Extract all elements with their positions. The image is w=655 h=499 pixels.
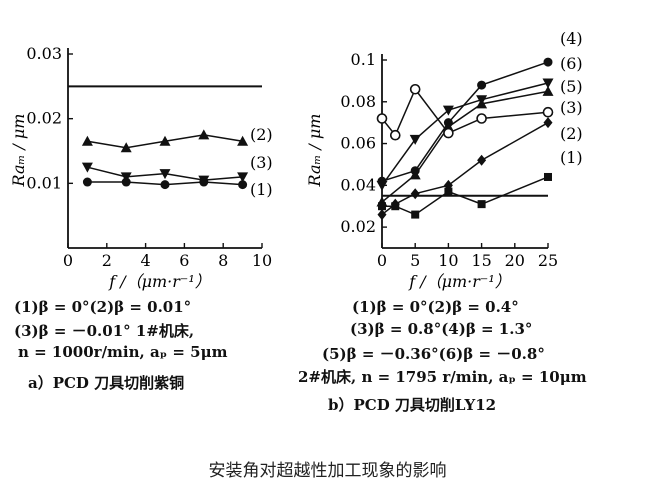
data-point-b-1 (376, 180, 388, 191)
data-point-a-2 (238, 180, 248, 190)
data-point-b-3 (409, 83, 421, 95)
series-label-b-2: (5) (560, 77, 583, 96)
y-tick-label-b: 0.06 (340, 134, 376, 153)
legend-text-b-line1: (1)β = 0°(2)β = 0.4° (352, 298, 519, 316)
y-tick-label-b: 0.08 (340, 92, 376, 111)
data-point-b-4 (377, 209, 387, 221)
data-point-b-3 (443, 127, 454, 139)
y-tick-label-b: 0.02 (340, 217, 376, 236)
legend-text-a-line2: (3)β = －0.01° 1#机床, (14, 322, 195, 340)
series-line-b-4 (381, 122, 549, 216)
data-point-b-5 (411, 210, 420, 219)
series-label-a-1: (3) (250, 153, 273, 172)
data-point-a-0 (159, 135, 171, 146)
series-line-b-0 (381, 61, 549, 182)
series-label-b-5: (1) (560, 148, 583, 167)
data-point-b-2 (409, 169, 421, 180)
y-tick-label-b: 0.04 (340, 175, 376, 194)
data-point-a-1 (120, 172, 132, 183)
figure-caption: 安装角对超越性加工现象的影响 (208, 461, 447, 481)
data-point-a-1 (237, 172, 249, 183)
data-point-b-5 (444, 187, 453, 196)
data-point-a-2 (199, 177, 209, 187)
data-point-a-2 (160, 180, 170, 190)
series-label-b-4: (2) (560, 124, 583, 143)
x-tick-label-b: 0 (377, 251, 387, 270)
x-axis-label-a: f /（μm·r⁻¹） (108, 272, 211, 291)
x-tick-label-b: 20 (505, 251, 525, 270)
series-label-b-0: (4) (560, 29, 583, 48)
data-point-b-1 (542, 78, 554, 89)
x-tick-label-a: 0 (63, 251, 73, 270)
data-point-b-5 (391, 202, 400, 211)
data-point-a-0 (120, 142, 132, 153)
y-axis-label-a: Raₘ / μm (9, 114, 28, 188)
y-axis-label-b: Raₘ / μm (305, 114, 324, 188)
data-point-b-1 (409, 134, 421, 145)
x-tick-label-a: 8 (218, 251, 228, 270)
data-point-a-2 (121, 177, 131, 187)
data-point-b-5 (544, 172, 552, 181)
panel-caption-b: b）PCD 刀具切削LY12 (328, 396, 497, 414)
data-point-b-2 (542, 85, 554, 96)
y-tick-label-a: 0.03 (26, 44, 62, 63)
y-tick-label-a: 0.01 (26, 173, 62, 192)
legend-text-b-line4: 2#机床, n = 1795 r/min, aₚ = 10μm (298, 368, 587, 386)
panel-caption-a: a）PCD 刀具切削紫铜 (28, 374, 185, 392)
data-point-b-5 (477, 200, 486, 209)
legend-text-a-line1: (1)β = 0°(2)β = 0.01° (14, 298, 192, 316)
data-point-a-1 (159, 169, 171, 180)
series-label-b-1: (6) (560, 54, 583, 73)
x-axis-label-b: f /（μm·r⁻¹） (408, 272, 511, 291)
data-point-b-4 (543, 117, 553, 129)
x-tick-label-b: 15 (471, 251, 491, 270)
x-tick-label-b: 5 (410, 251, 420, 270)
data-point-b-1 (442, 105, 454, 116)
series-label-b-3: (3) (560, 98, 583, 117)
y-tick-label-b: 0.1 (351, 50, 376, 69)
x-tick-label-a: 2 (102, 251, 112, 270)
data-point-b-4 (477, 154, 487, 166)
data-point-a-0 (198, 129, 210, 140)
data-point-a-2 (82, 177, 92, 187)
data-point-a-0 (237, 135, 249, 146)
data-point-a-1 (81, 162, 93, 173)
data-point-a-0 (81, 135, 93, 146)
data-point-b-2 (476, 98, 488, 109)
x-tick-label-a: 4 (141, 251, 151, 270)
x-tick-label-b: 25 (538, 251, 558, 270)
series-label-a-2: (1) (250, 180, 273, 199)
y-tick-label-a: 0.02 (26, 109, 62, 128)
x-tick-label-a: 10 (252, 251, 272, 270)
data-point-b-3 (476, 113, 487, 124)
x-tick-label-a: 6 (179, 251, 189, 270)
series-label-a-0: (2) (250, 125, 273, 144)
data-point-b-3 (389, 129, 401, 141)
data-point-b-4 (410, 188, 420, 200)
legend-text-a-line3: n = 1000r/min, aₚ = 5μm (18, 343, 228, 361)
x-tick-label-b: 10 (438, 251, 458, 270)
data-point-b-5 (378, 202, 386, 211)
legend-text-b-line2: (3)β = 0.8°(4)β = 1.3° (350, 320, 533, 338)
series-line-b-1 (381, 82, 549, 186)
data-point-b-3 (376, 113, 388, 124)
legend-text-b-line3: (5)β = －0.36°(6)β = －0.8° (322, 345, 545, 363)
data-point-b-3 (542, 106, 554, 118)
data-point-b-0 (543, 57, 553, 67)
data-point-b-0 (477, 80, 487, 90)
